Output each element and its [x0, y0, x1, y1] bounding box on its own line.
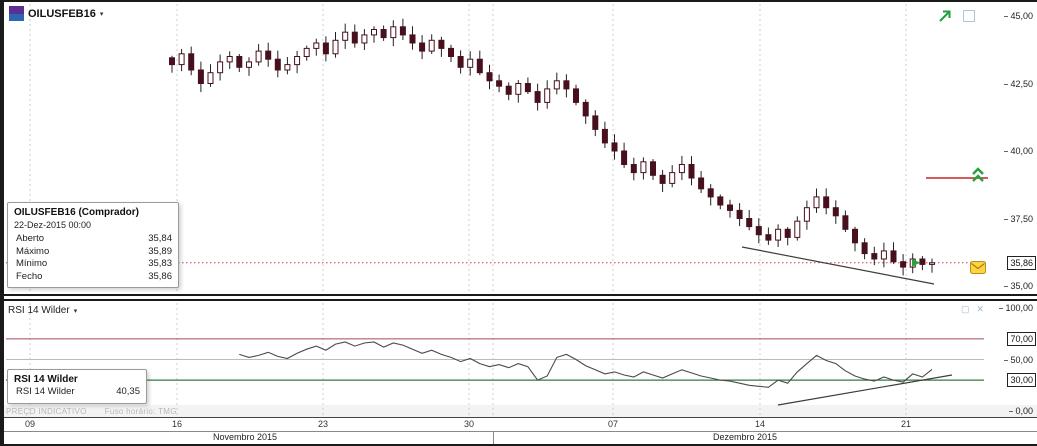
rsi-row-label: RSI 14 Wilder [16, 386, 75, 397]
quote-row: Aberto 35,84 [14, 233, 172, 246]
window-border-top [0, 0, 1037, 2]
symbol-label: OILUSFEB16 [28, 7, 96, 20]
disclaimer-right: Fuso horário: TMG [104, 407, 177, 416]
price-chart-canvas[interactable] [0, 0, 1037, 294]
price-axis[interactable]: 45,00 42,50 40,00 37,50 35,00 35,86 [985, 0, 1037, 294]
rsi-tooltip: RSI 14 Wilder RSI 14 Wilder 40,35 [7, 369, 147, 404]
window-border-left [0, 0, 4, 446]
chevron-down-icon: ▾ [99, 10, 104, 18]
rsi-axis-tick: 100,00 [999, 303, 1033, 313]
time-axis[interactable]: 09 16 23 30 07 14 21 Novembro 2015 Dezembro 201… [0, 417, 1037, 444]
rsi-axis-tick: 50,00 [1004, 355, 1033, 365]
quote-tooltip-datetime: 22-Dez-2015 00:00 [14, 220, 92, 230]
disclaimer-band [0, 405, 1037, 417]
quote-row-label: Fecho [16, 270, 43, 282]
quote-row-value: 35,84 [148, 233, 172, 244]
price-axis-tick: 40,00 [1004, 146, 1033, 156]
quote-row-label: Mínimo [16, 258, 48, 269]
price-axis-tick: 45,00 [1004, 11, 1033, 21]
quote-row-value: 35,83 [148, 258, 172, 269]
rsi-selector-label: RSI 14 Wilder [8, 305, 70, 316]
quote-tooltip-rows: Aberto 35,84 Máximo 35,89 Mínimo 35,83 Fecho 35… [14, 233, 172, 283]
rsi-tooltip-row: RSI 14 Wilder 40,35 [14, 386, 140, 399]
rsi-axis-tick: 0,00 [1009, 406, 1033, 416]
quote-row: Mínimo 35,83 [14, 258, 172, 271]
disclaimer-left: PREÇO INDICATIVO [6, 407, 87, 416]
quote-row: Fecho 35,86 [14, 271, 172, 284]
rsi-indicator-selector[interactable]: RSI 14 Wilder ▾ [8, 305, 77, 316]
order-arrows-icon[interactable] [972, 167, 984, 185]
month-row: Novembro 2015 Dezembro 2015 [0, 431, 1037, 444]
close-panel-icon[interactable]: ✕ [976, 304, 984, 314]
chevron-down-icon: ▾ [73, 307, 78, 315]
disclaimer-text: PREÇO INDICATIVO Fuso horário: TMG [6, 407, 177, 416]
rsi-axis[interactable]: 100,00 70,00 50,00 30,00 0,00 [985, 301, 1037, 417]
rsi-chart-canvas[interactable] [0, 301, 1037, 417]
restore-panel-icon[interactable]: ▢ [960, 304, 970, 314]
rsi-level-label: 30,00 [1007, 373, 1036, 388]
time-tick-label: 07 [607, 419, 619, 429]
envelope-icon[interactable] [970, 261, 986, 274]
quote-row-value: 35,89 [148, 245, 172, 257]
quote-tooltip-title: OILUSFEB16 (Comprador) [14, 207, 140, 218]
price-panel: OILUSFEB16 ▾ 45,00 42,50 40, [0, 0, 1037, 294]
month-label: Novembro 2015 [212, 432, 278, 442]
time-tick-label: 21 [900, 419, 912, 429]
quote-row-value: 35,86 [148, 270, 172, 282]
snapshot-icon[interactable] [963, 10, 975, 22]
chart-corner-icons [937, 8, 975, 24]
time-tick-label: 23 [317, 419, 329, 429]
time-tick-label: 14 [754, 419, 766, 429]
instrument-logo-icon [9, 6, 24, 21]
price-axis-tick: 35,00 [1004, 281, 1033, 291]
panel-separator[interactable] [0, 294, 1037, 301]
time-tick-label: 30 [463, 419, 475, 429]
time-tick-label: 09 [24, 419, 36, 429]
symbol-selector[interactable]: OILUSFEB16 ▾ [9, 6, 103, 21]
time-tick-row: 09 16 23 30 07 14 21 [0, 418, 1037, 431]
rsi-tooltip-title: RSI 14 Wilder [14, 374, 78, 385]
rsi-panel: RSI 14 Wilder ▾ ▢ ✕ 100,00 70,00 50,00 30,0… [0, 301, 1037, 417]
window-border-bottom [0, 444, 1037, 446]
time-tick-label: 16 [171, 419, 183, 429]
trend-arrow-icon[interactable] [937, 8, 953, 24]
price-axis-tick: 37,50 [1004, 214, 1033, 224]
quote-tooltip: OILUSFEB16 (Comprador) 22-Dez-2015 00:00… [7, 202, 179, 288]
month-divider [493, 432, 494, 444]
rsi-row-value: 40,35 [116, 386, 140, 397]
current-price-label: 35,86 [1007, 255, 1036, 270]
quote-row-label: Aberto [16, 233, 44, 244]
quote-row-label: Máximo [16, 245, 50, 257]
month-label: Dezembro 2015 [712, 432, 778, 442]
rsi-corner-icons: ▢ ✕ [961, 304, 984, 314]
rsi-level-label: 70,00 [1007, 331, 1036, 346]
price-axis-tick: 42,50 [1004, 79, 1033, 89]
quote-row: Máximo 35,89 [14, 246, 172, 259]
